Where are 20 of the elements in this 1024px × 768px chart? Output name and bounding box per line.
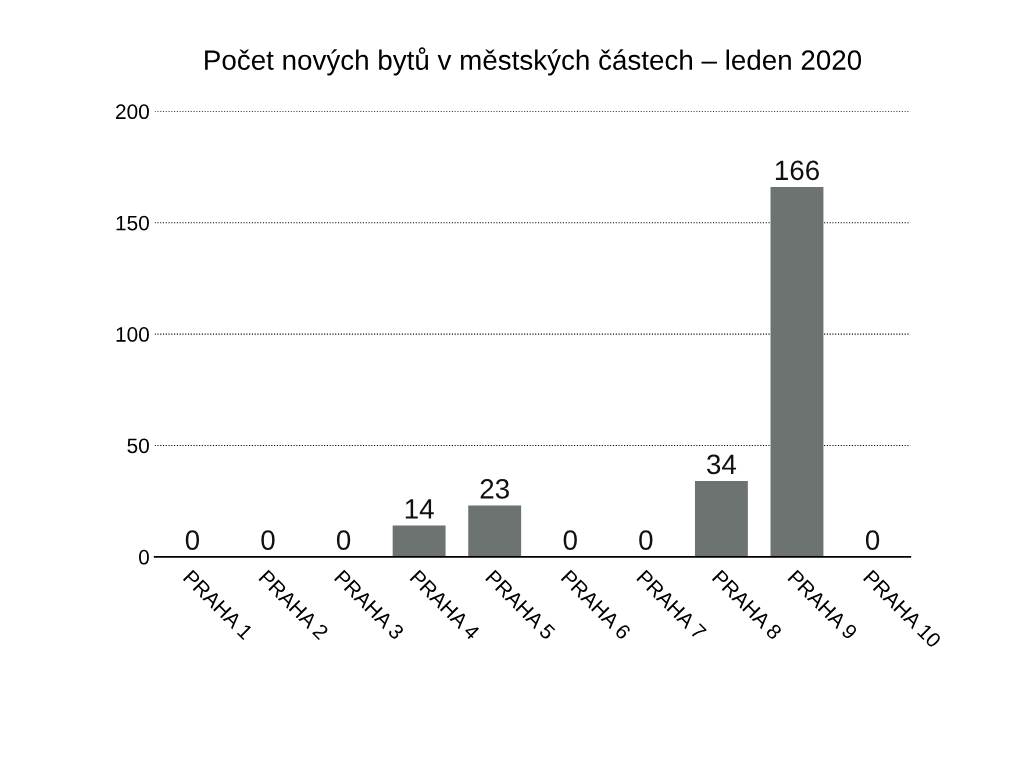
data-label: 0 [185, 530, 200, 550]
y-tick-label: 200 [116, 104, 149, 120]
y-tick-label: 100 [116, 327, 149, 342]
y-tick-label: 150 [116, 215, 149, 231]
data-label: 0 [336, 530, 351, 550]
data-label: 34 [707, 454, 737, 475]
bar [770, 187, 824, 557]
bar [392, 525, 446, 557]
data-label: 0 [563, 530, 577, 550]
data-label: 0 [865, 530, 880, 550]
y-tick-label: 50 [127, 438, 149, 454]
chart-title: Počet nových bytů v městských částech – leden 2020 [205, 47, 862, 76]
data-label: 0 [639, 530, 653, 550]
data-label: 0 [261, 530, 275, 550]
bar [468, 505, 522, 557]
data-label: 14 [405, 499, 434, 519]
data-label: 23 [480, 479, 509, 499]
y-tick-label: 0 [138, 549, 149, 565]
bar [694, 481, 748, 557]
data-label: 166 [775, 160, 819, 181]
